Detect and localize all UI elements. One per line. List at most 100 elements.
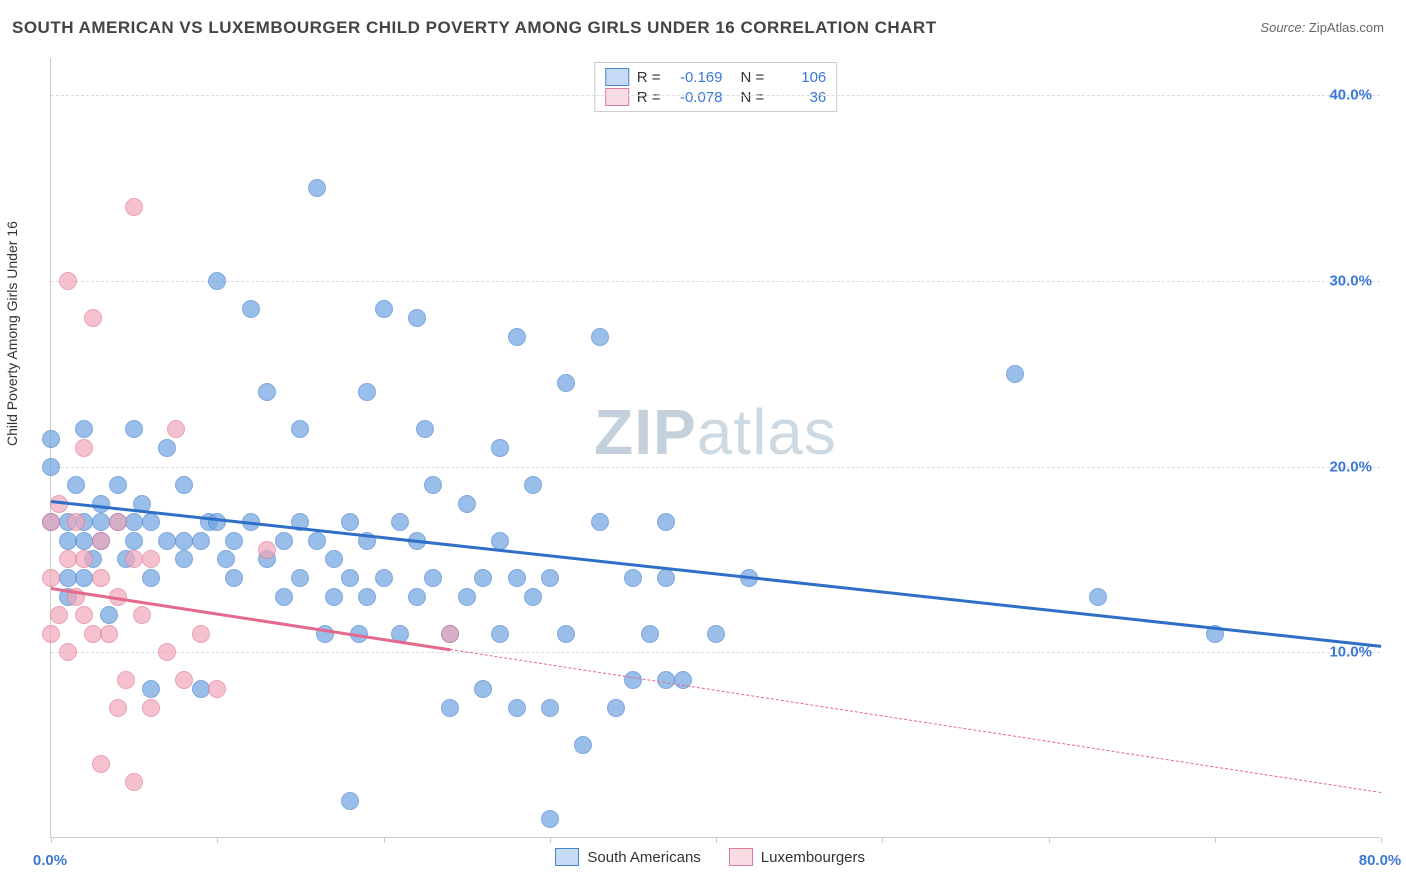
data-point bbox=[84, 625, 102, 643]
data-point bbox=[59, 643, 77, 661]
data-point bbox=[92, 532, 110, 550]
data-point bbox=[308, 532, 326, 550]
data-point bbox=[474, 569, 492, 587]
data-point bbox=[109, 476, 127, 494]
gridline-h bbox=[51, 467, 1380, 468]
data-point bbox=[175, 476, 193, 494]
data-point bbox=[192, 625, 210, 643]
data-point bbox=[375, 569, 393, 587]
data-point bbox=[458, 588, 476, 606]
data-point bbox=[508, 699, 526, 717]
watermark-bold: ZIP bbox=[594, 396, 697, 468]
data-point bbox=[125, 773, 143, 791]
data-point bbox=[325, 588, 343, 606]
legend-label: Luxembourgers bbox=[761, 849, 865, 866]
data-point bbox=[217, 550, 235, 568]
data-point bbox=[258, 383, 276, 401]
data-point bbox=[100, 625, 118, 643]
legend-swatch bbox=[605, 88, 629, 106]
y-tick-label: 40.0% bbox=[1329, 87, 1372, 104]
gridline-h bbox=[51, 95, 1380, 96]
series-legend: South Americans Luxembourgers bbox=[555, 848, 865, 866]
data-point bbox=[109, 513, 127, 531]
data-point bbox=[158, 439, 176, 457]
data-point bbox=[424, 569, 442, 587]
data-point bbox=[541, 569, 559, 587]
data-point bbox=[84, 309, 102, 327]
x-tick bbox=[1049, 837, 1050, 843]
data-point bbox=[341, 792, 359, 810]
data-point bbox=[125, 532, 143, 550]
data-point bbox=[341, 513, 359, 531]
stats-row: R =-0.169N =106 bbox=[605, 67, 827, 87]
data-point bbox=[59, 569, 77, 587]
gridline-h bbox=[51, 652, 1380, 653]
data-point bbox=[192, 680, 210, 698]
stat-r-value: -0.169 bbox=[669, 69, 723, 86]
x-tick bbox=[550, 837, 551, 843]
data-point bbox=[1006, 365, 1024, 383]
data-point bbox=[508, 328, 526, 346]
watermark: ZIPatlas bbox=[594, 395, 837, 469]
data-point bbox=[591, 513, 609, 531]
data-point bbox=[424, 476, 442, 494]
data-point bbox=[325, 550, 343, 568]
data-point bbox=[42, 430, 60, 448]
x-tick bbox=[384, 837, 385, 843]
trend-line bbox=[450, 649, 1381, 793]
data-point bbox=[1089, 588, 1107, 606]
y-tick-label: 20.0% bbox=[1329, 458, 1372, 475]
data-point bbox=[291, 569, 309, 587]
data-point bbox=[167, 420, 185, 438]
stats-row: R =-0.078N =36 bbox=[605, 87, 827, 107]
data-point bbox=[142, 699, 160, 717]
data-point bbox=[109, 699, 127, 717]
data-point bbox=[258, 541, 276, 559]
data-point bbox=[524, 476, 542, 494]
legend-item: Luxembourgers bbox=[729, 848, 865, 866]
data-point bbox=[133, 606, 151, 624]
data-point bbox=[225, 569, 243, 587]
data-point bbox=[508, 569, 526, 587]
data-point bbox=[225, 532, 243, 550]
legend-swatch bbox=[555, 848, 579, 866]
stat-r-label: R = bbox=[637, 89, 661, 106]
data-point bbox=[142, 550, 160, 568]
gridline-h bbox=[51, 281, 1380, 282]
legend-item: South Americans bbox=[555, 848, 700, 866]
data-point bbox=[67, 476, 85, 494]
data-point bbox=[375, 300, 393, 318]
data-point bbox=[358, 383, 376, 401]
data-point bbox=[541, 699, 559, 717]
data-point bbox=[59, 532, 77, 550]
data-point bbox=[624, 671, 642, 689]
data-point bbox=[491, 439, 509, 457]
data-point bbox=[142, 513, 160, 531]
data-point bbox=[92, 495, 110, 513]
data-point bbox=[441, 625, 459, 643]
data-point bbox=[42, 625, 60, 643]
data-point bbox=[208, 272, 226, 290]
data-point bbox=[291, 420, 309, 438]
data-point bbox=[275, 532, 293, 550]
y-tick-label: 30.0% bbox=[1329, 272, 1372, 289]
data-point bbox=[358, 588, 376, 606]
data-point bbox=[524, 588, 542, 606]
data-point bbox=[308, 179, 326, 197]
stat-n-label: N = bbox=[741, 89, 765, 106]
data-point bbox=[75, 550, 93, 568]
y-axis-label: Child Poverty Among Girls Under 16 bbox=[4, 221, 20, 446]
data-point bbox=[175, 532, 193, 550]
data-point bbox=[657, 513, 675, 531]
data-point bbox=[208, 680, 226, 698]
x-tick bbox=[51, 837, 52, 843]
data-point bbox=[657, 569, 675, 587]
data-point bbox=[474, 680, 492, 698]
data-point bbox=[142, 569, 160, 587]
data-point bbox=[75, 569, 93, 587]
data-point bbox=[408, 309, 426, 327]
legend-swatch bbox=[729, 848, 753, 866]
x-tick bbox=[1381, 837, 1382, 843]
data-point bbox=[42, 458, 60, 476]
data-point bbox=[557, 374, 575, 392]
